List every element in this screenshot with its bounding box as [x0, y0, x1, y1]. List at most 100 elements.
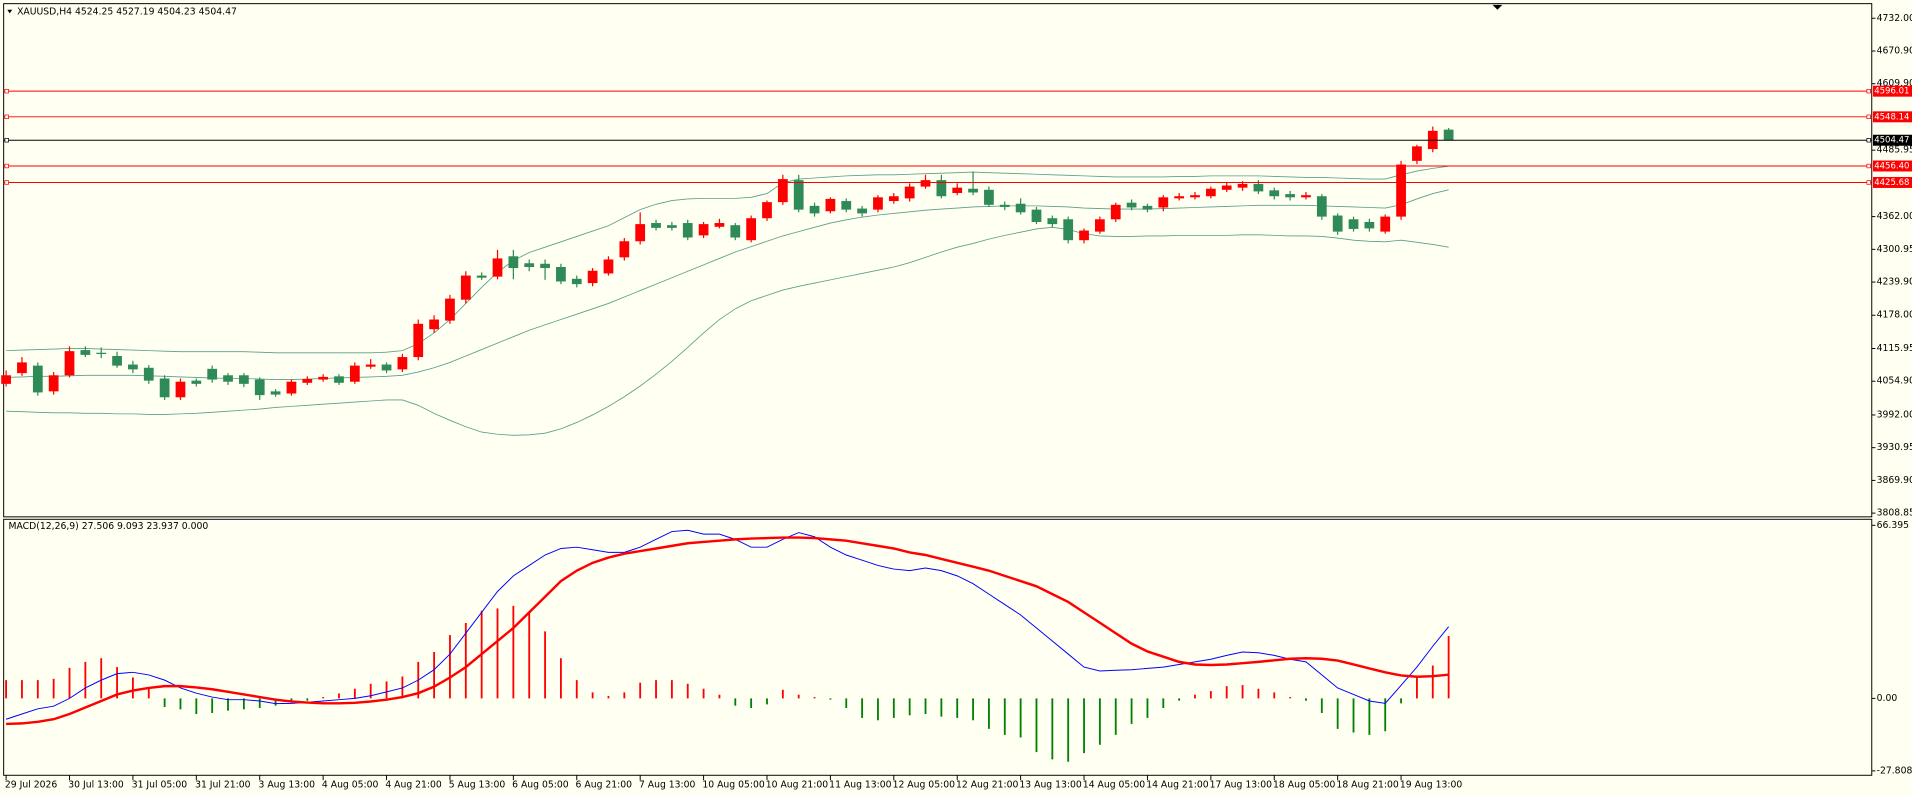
candle-body	[1237, 183, 1248, 188]
candle-body	[1063, 219, 1074, 241]
candle-body	[175, 381, 186, 398]
candle-body	[651, 223, 661, 228]
candle-body	[17, 362, 27, 374]
candle-body	[888, 196, 899, 202]
candle-body	[476, 275, 487, 278]
candle-body	[1190, 195, 1200, 198]
x-tick-label: 18 Aug 21:00	[1336, 780, 1398, 791]
symbol-header: XAUUSD,H4 4524.25 4527.19 4504.23 4504.4…	[17, 7, 237, 18]
x-tick-label: 14 Aug 21:00	[1146, 780, 1208, 791]
candle-body	[286, 381, 297, 394]
candle-body	[48, 375, 59, 392]
candle-body	[984, 189, 994, 205]
candle-body	[556, 266, 566, 282]
candle-body	[603, 259, 614, 274]
candle-body	[128, 364, 138, 370]
candle-body	[1142, 205, 1153, 210]
candle-body	[96, 352, 107, 354]
x-tick-label: 12 Aug 21:00	[956, 780, 1018, 791]
y-tick-label: 4115.95	[1877, 343, 1912, 354]
candle-body	[1126, 202, 1137, 208]
candle-body	[635, 224, 646, 242]
candle-body	[460, 275, 471, 300]
candle-body	[873, 197, 883, 210]
candle-body	[365, 364, 376, 367]
price-level-label-box	[1872, 111, 1912, 123]
candle-body	[1, 375, 11, 384]
candle-body	[1221, 185, 1232, 190]
price-level-handle	[1866, 114, 1871, 120]
price-level-handle	[1866, 88, 1871, 94]
candle-body	[429, 319, 439, 330]
candle-body	[334, 376, 344, 383]
x-tick-label: 10 Aug 05:00	[702, 780, 764, 791]
current-price-label: 4504.47	[1874, 136, 1909, 146]
bollinger-upper	[6, 165, 1449, 354]
candle-body	[841, 201, 852, 210]
price-level-label: 4596.01	[1874, 87, 1909, 97]
y-tick-label: 4670.90	[1877, 46, 1912, 57]
y-tick-label: -27.808	[1877, 765, 1912, 776]
candle-body	[825, 198, 836, 212]
current-price-handle	[4, 138, 9, 143]
candle-body	[999, 204, 1010, 207]
y-tick-label: 4054.90	[1877, 376, 1912, 387]
candle-body	[714, 223, 725, 227]
candle-body	[112, 355, 122, 366]
candle-body	[143, 367, 154, 381]
candle-body	[1285, 194, 1295, 198]
candle-body	[64, 351, 75, 376]
candle-body	[1332, 215, 1343, 232]
candle-body	[777, 179, 788, 203]
price-level-label: 4548.14	[1874, 112, 1909, 122]
y-tick-label: 4485.95	[1877, 145, 1912, 156]
price-level-label: 4425.68	[1874, 178, 1909, 188]
candle-body	[1380, 216, 1391, 232]
x-tick-label: 30 Jul 13:00	[68, 780, 124, 791]
candle-body	[80, 350, 91, 355]
x-tick-label: 6 Aug 05:00	[512, 780, 569, 791]
y-tick-label: 4609.90	[1877, 78, 1912, 89]
candle-body	[1412, 146, 1422, 161]
x-tick-label: 6 Aug 21:00	[576, 780, 633, 791]
y-tick-label: 66.395	[1877, 520, 1909, 531]
candle-body	[223, 375, 233, 382]
price-level-label-box	[1872, 176, 1912, 188]
x-tick-label: 7 Aug 13:00	[639, 780, 696, 791]
x-tick-label: 14 Aug 05:00	[1083, 780, 1145, 791]
indicator-header: MACD(12,26,9) 27.506 9.093 23.937 0.000	[9, 521, 209, 532]
candle-body	[809, 205, 820, 214]
candle-body	[540, 263, 550, 269]
candle-body	[492, 258, 503, 277]
x-tick-label: 17 Aug 13:00	[1210, 780, 1272, 791]
current-price-handle	[1866, 138, 1871, 143]
x-tick-label: 18 Aug 05:00	[1273, 780, 1335, 791]
x-tick-label: 12 Aug 05:00	[893, 780, 955, 791]
candle-body	[302, 379, 313, 383]
candle-body	[1031, 209, 1042, 222]
candle-body	[445, 298, 455, 321]
x-tick-label: 11 Aug 13:00	[829, 780, 891, 791]
candle-body	[413, 323, 424, 358]
macd-line	[5, 529, 1450, 720]
symbol-menu-arrow[interactable]	[7, 9, 13, 14]
x-tick-label: 29 Jul 2026	[5, 780, 57, 791]
candle-body	[318, 376, 329, 380]
price-level-handle	[1866, 180, 1871, 185]
y-tick-label: 4178.00	[1877, 310, 1912, 321]
candle-body	[1047, 218, 1058, 225]
candle-body	[254, 379, 265, 396]
candle-body	[1095, 219, 1105, 232]
price-level-handle	[4, 88, 9, 94]
price-level-handle	[4, 163, 9, 169]
candle-body	[936, 180, 947, 197]
candle-body	[1253, 183, 1264, 192]
candle-body	[968, 188, 978, 193]
x-tick-label: 3 Aug 13:00	[259, 780, 316, 791]
candle-body	[159, 378, 170, 398]
x-tick-label: 13 Aug 13:00	[1019, 780, 1081, 791]
macd-panel-frame	[3, 518, 1873, 776]
y-tick-label: 3869.90	[1877, 475, 1912, 486]
